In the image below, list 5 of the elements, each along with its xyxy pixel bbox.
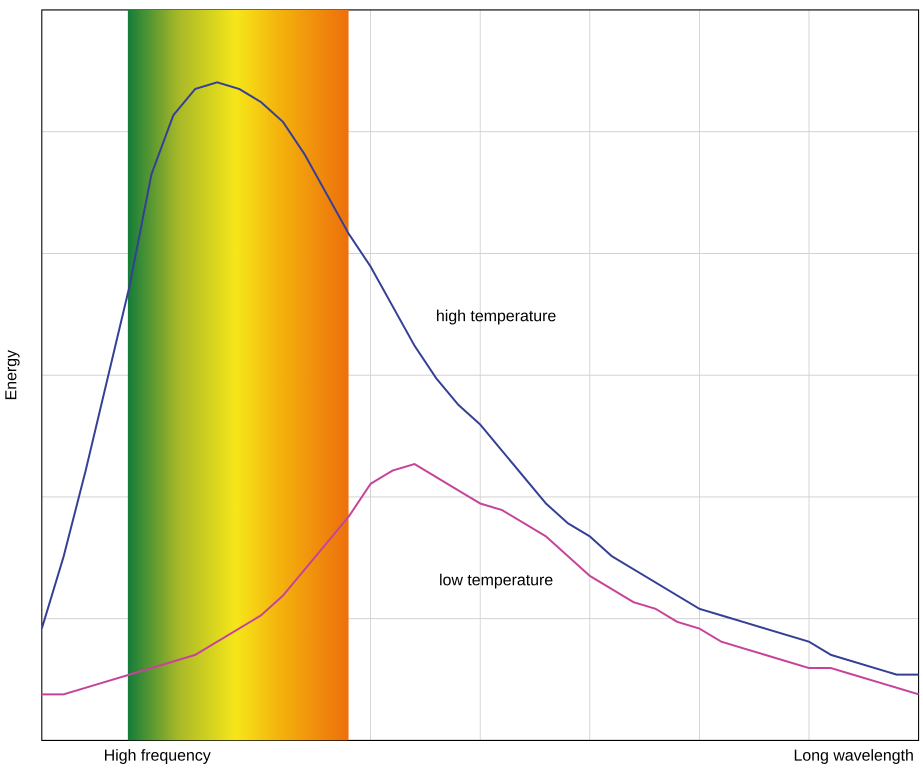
text: Long wavelength (794, 748, 913, 764)
y-axis-title: Energy (5, 350, 20, 399)
series-label: low temperature (440, 574, 552, 588)
series-label: high temperature (437, 310, 556, 324)
text: High frequency (105, 748, 211, 764)
